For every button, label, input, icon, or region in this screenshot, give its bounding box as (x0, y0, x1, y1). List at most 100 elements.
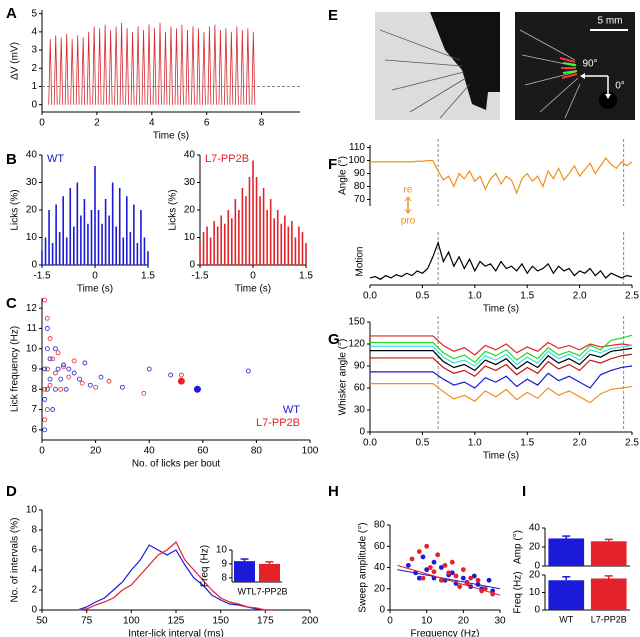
spike (103, 24, 108, 105)
y-tick-label: 120 (348, 339, 365, 350)
y-tick-label: 1 (31, 81, 37, 92)
x-tick-label: -1.5 (33, 271, 51, 282)
point (486, 577, 492, 583)
bar (252, 160, 254, 265)
point (66, 374, 72, 380)
bar (44, 237, 47, 265)
point (61, 364, 66, 370)
y-tick-label: 5 (31, 8, 37, 19)
mean-point (193, 385, 201, 393)
y-axis-label: Lick frequency (Hz) (10, 326, 21, 412)
bar (83, 199, 86, 265)
point (87, 382, 93, 388)
y-tick-label: 2 (31, 63, 37, 74)
y-axis-label: Motion (355, 246, 366, 276)
point (47, 382, 53, 388)
x-tick-label: L7-PP2B (591, 614, 627, 624)
bar (590, 578, 627, 610)
x-tick-label: 1.5 (520, 438, 534, 449)
line (370, 344, 633, 367)
bar (216, 226, 219, 265)
y-tick-label: 30 (26, 177, 38, 188)
x-tick-label: 0 (92, 271, 98, 282)
panel-label: I (522, 483, 526, 500)
bar (234, 561, 255, 582)
point (44, 326, 50, 331)
x-axis-label: Time (s) (483, 304, 519, 315)
spike (218, 30, 223, 105)
chart-title: L7-PP2B (205, 153, 249, 165)
x-tick-label: 0.0 (363, 438, 377, 449)
y-tick-label: 10 (26, 232, 38, 243)
x-axis-label: Time (s) (235, 284, 271, 295)
point (47, 376, 53, 382)
bar (259, 563, 280, 582)
bar (199, 243, 201, 265)
point (71, 358, 77, 364)
bar (248, 177, 251, 265)
y-axis-label: Freq (Hz) (200, 545, 211, 587)
y-tick-label: 150 (348, 317, 365, 328)
point (168, 372, 174, 378)
y-tick-label: 0 (359, 427, 365, 438)
point (53, 370, 58, 376)
scale-bar-label: 5 mm (598, 16, 623, 27)
y-axis-label: Licks (%) (168, 189, 179, 230)
spike (147, 24, 151, 105)
bar (206, 226, 208, 265)
x-axis-label: Time (s) (77, 284, 113, 295)
point (44, 346, 50, 352)
y-tick-label: 0 (31, 605, 37, 616)
spike (108, 30, 113, 105)
panel-label: E (328, 7, 338, 24)
y-tick-label: 60 (374, 541, 386, 552)
bar (202, 232, 205, 265)
line (370, 347, 633, 372)
bar (548, 538, 585, 566)
y-axis-label: Amp (°) (513, 530, 524, 564)
y-axis-label: Sweep amplitude (°) (358, 522, 369, 612)
bar (213, 221, 215, 265)
line (370, 334, 633, 364)
bar (298, 226, 300, 265)
y-tick-label: 40 (529, 523, 541, 534)
point (42, 366, 48, 372)
point (435, 552, 441, 558)
spike (141, 30, 146, 105)
point (449, 559, 455, 565)
y-tick-label: 12 (26, 303, 38, 314)
bar (291, 221, 293, 265)
point (141, 390, 147, 396)
x-tick-label: 100 (123, 616, 140, 627)
bar (73, 226, 75, 265)
point (53, 386, 58, 392)
bar (115, 226, 117, 265)
point (71, 370, 77, 376)
line (77, 541, 275, 611)
line (77, 544, 275, 611)
bar (136, 243, 139, 265)
bar (90, 210, 93, 265)
x-tick-label: 30 (494, 616, 506, 627)
annotation: re (404, 185, 413, 196)
line (370, 335, 633, 356)
point (446, 570, 452, 576)
bar (122, 237, 125, 265)
point (106, 378, 112, 384)
mean-point (177, 377, 185, 385)
bar (143, 237, 146, 265)
bar (234, 199, 237, 265)
y-tick-label: 0 (31, 99, 37, 110)
point (475, 577, 481, 583)
point (82, 360, 88, 366)
x-tick-label: 1.5 (141, 271, 155, 282)
whisker-image-tracked: 5 mm 90° 0° (515, 12, 635, 120)
panel-label: A (6, 5, 17, 22)
bar (65, 237, 68, 265)
spike (136, 26, 140, 105)
spike (191, 26, 195, 105)
x-tick-label: 150 (212, 616, 229, 627)
x-axis-label: Time (s) (483, 451, 519, 462)
y-tick-label: 20 (374, 583, 386, 594)
y-tick-label: 100 (348, 155, 365, 166)
